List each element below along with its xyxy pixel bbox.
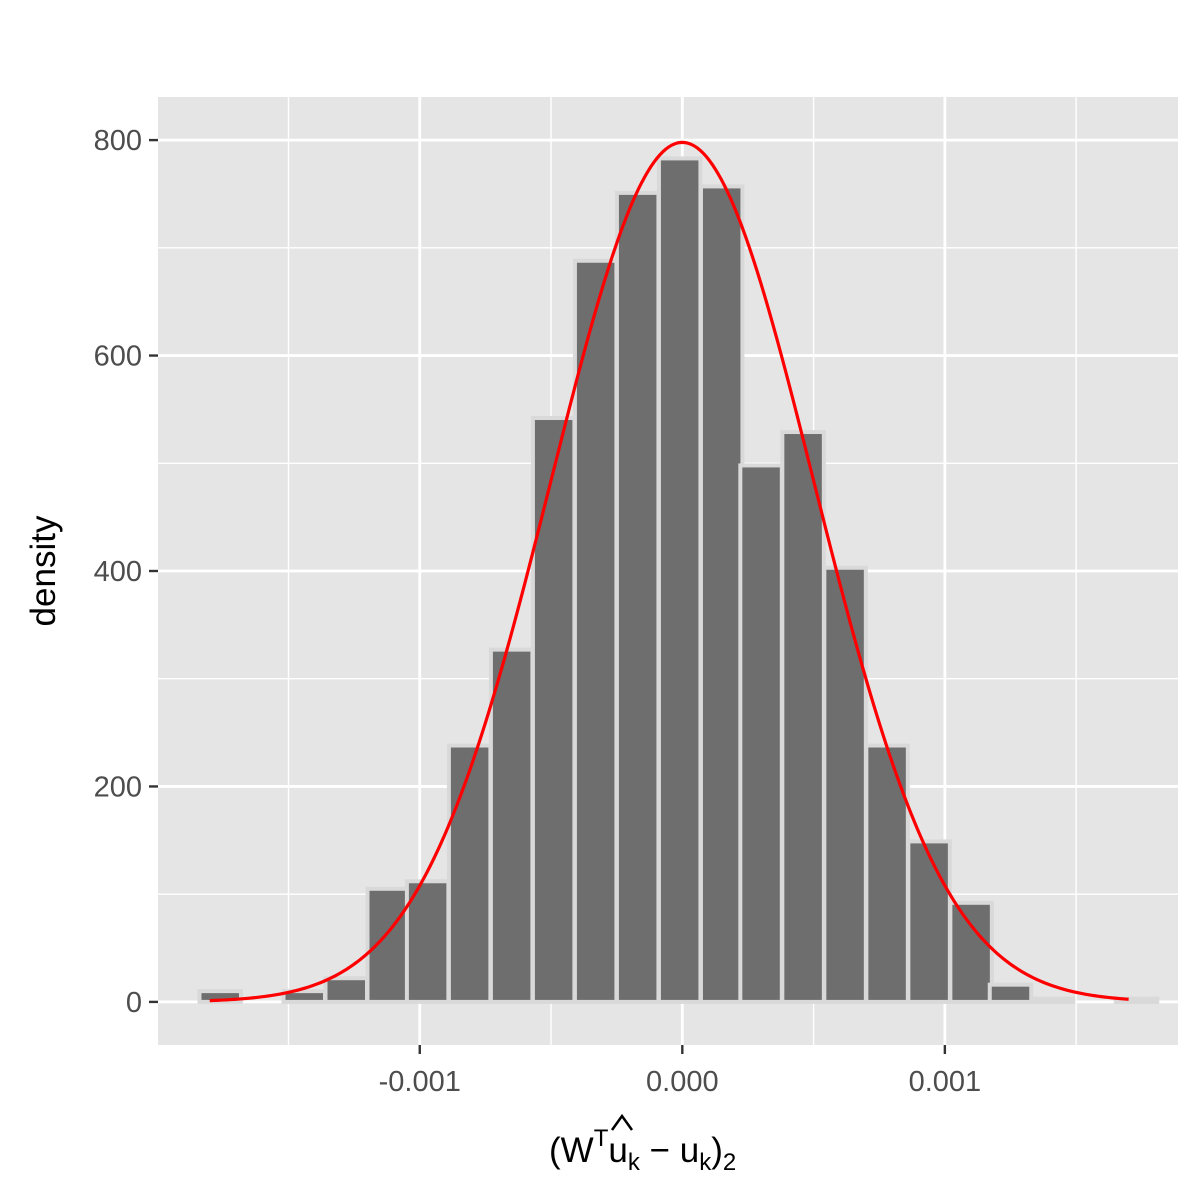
histogram-bar-4 [365, 886, 411, 1004]
hat-accent-icon [610, 1113, 634, 1131]
histogram-bar-14 [780, 430, 826, 1004]
x-axis-title-minus-u: − u [640, 1131, 699, 1170]
histogram-bar-10 [614, 190, 661, 1004]
svg-text:(WTuk − uk)2: (WTuk − uk)2 [549, 1125, 736, 1176]
histogram-bar-15 [822, 565, 868, 1004]
x-axis-title: (WTuk − uk)2 [549, 1113, 736, 1176]
histogram-bar-3 [323, 976, 369, 1004]
x-axis-ticks: -0.001 0.000 0.001 [379, 1045, 982, 1098]
x-tick-label-1: 0.000 [646, 1066, 719, 1098]
histogram-bar-20 [1029, 996, 1076, 1004]
y-tick-label-1: 200 [94, 771, 142, 803]
y-tick-label-4: 800 [94, 125, 142, 157]
x-axis-title-open: (W [549, 1131, 594, 1170]
histogram-bar-9 [572, 258, 619, 1004]
x-tick-label-0: -0.001 [379, 1066, 461, 1098]
histogram-bar-6 [446, 743, 493, 1004]
histogram-bar-0 [197, 989, 243, 1004]
histogram-bar-18 [948, 900, 994, 1004]
histogram-bar-19 [987, 982, 1034, 1004]
y-tick-label-2: 400 [94, 556, 142, 588]
histogram-bar-8 [530, 416, 577, 1004]
y-tick-label-0: 0 [126, 987, 142, 1019]
y-axis-ticks: 0 200 400 600 800 [94, 125, 158, 1019]
x-axis-title-hat-u: u [608, 1131, 627, 1170]
histogram-bar-5 [404, 879, 451, 1004]
histogram-bars [197, 156, 1160, 1004]
histogram-bar-22 [1113, 996, 1160, 1004]
normal-density-curve [209, 140, 1129, 1003]
x-axis-title-sub-k2: k [699, 1149, 712, 1176]
histogram-bar-11 [656, 156, 703, 1004]
y-tick-label-3: 600 [94, 341, 142, 373]
histogram-bar-17 [906, 839, 952, 1004]
histogram-bar-16 [864, 743, 910, 1004]
histogram-bar-7 [488, 647, 535, 1004]
histogram-bar-12 [698, 184, 745, 1004]
y-axis-title: density [24, 515, 63, 626]
histogram-bar-13 [738, 463, 784, 1004]
x-axis-title-close: ) [711, 1131, 723, 1170]
x-tick-label-2: 0.001 [909, 1066, 982, 1098]
x-axis-title-sup: T [594, 1125, 609, 1152]
x-axis-title-sub-2: 2 [723, 1149, 736, 1176]
x-axis-title-sub-k: k [628, 1149, 641, 1176]
